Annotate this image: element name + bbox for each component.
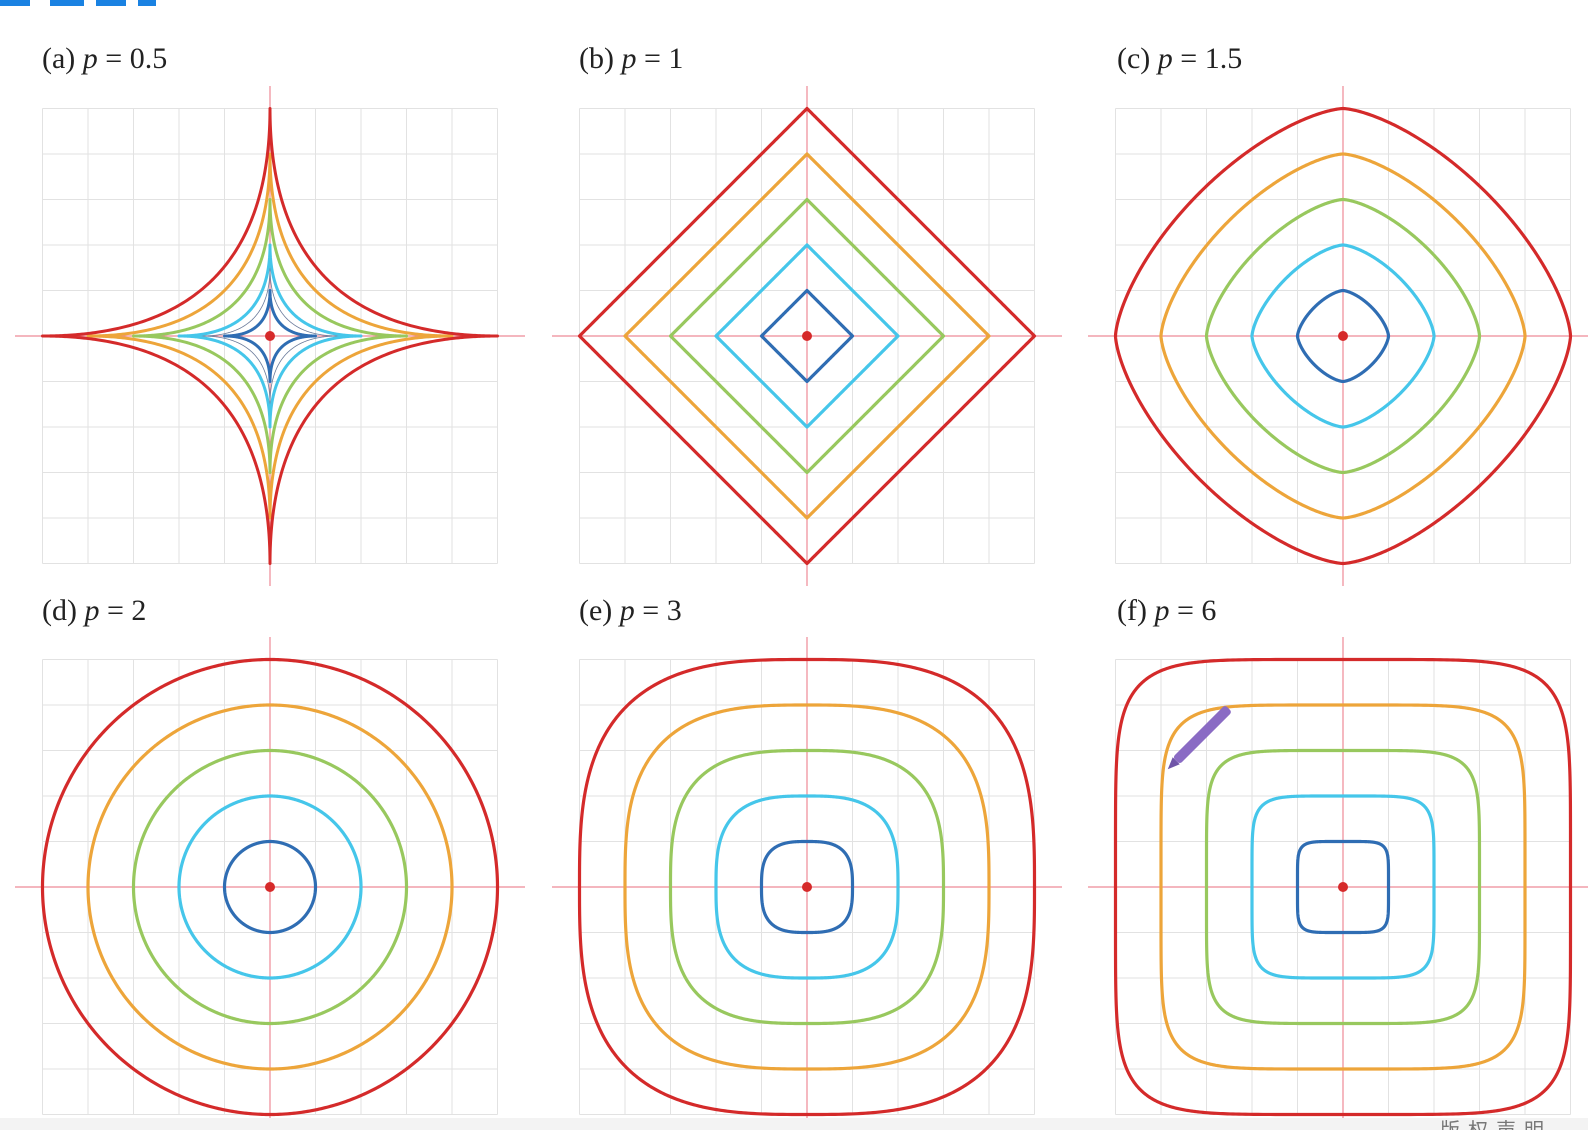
level-curve-2: [714, 243, 900, 429]
panel-label-prefix: (f): [1117, 594, 1155, 627]
panel-label-d: (d) p = 2: [42, 594, 146, 628]
level-curve-5: [1113, 106, 1573, 566]
level-curve-4: [623, 152, 991, 520]
level-curve-1: [759, 839, 855, 935]
watermark: 版权声明: [1440, 1118, 1552, 1130]
level-curve-5: [41, 107, 499, 565]
level-curve-1: [222, 839, 318, 935]
panel-label-value: = 2: [99, 594, 147, 627]
level-curve-4: [623, 703, 991, 1071]
level-curve-5: [40, 657, 500, 1117]
panel-label-prefix: (e): [579, 594, 620, 627]
level-curve-3: [131, 748, 409, 1026]
level-curve-4: [86, 152, 454, 520]
panel-label-variable: p: [82, 42, 98, 75]
level-curve-1: [1295, 839, 1391, 935]
panel-label-prefix: (a): [42, 42, 83, 75]
panel-label-b: (b) p = 1: [579, 42, 683, 76]
origin-dot: [1338, 882, 1348, 892]
panel-label-e: (e) p = 3: [579, 594, 682, 628]
level-curve-1: [223, 289, 317, 383]
level-curve-2: [177, 243, 363, 429]
panel-label-value: = 1.5: [1172, 42, 1243, 75]
panel-label-f: (f) p = 6: [1117, 594, 1216, 628]
origin-dot: [265, 882, 275, 892]
level-curve-5: [1113, 657, 1573, 1117]
top-fragment: [0, 0, 156, 6]
panel-label-variable: p: [1157, 42, 1173, 75]
pen-icon: [1167, 706, 1231, 770]
level-curve-4: [1159, 703, 1527, 1071]
level-curve-3: [668, 197, 946, 475]
panel-label-value: = 3: [634, 594, 682, 627]
bottom-bar: [0, 1118, 1588, 1130]
level-curve-3: [1204, 197, 1482, 475]
level-curve-4: [86, 703, 454, 1071]
origin-dot: [1338, 331, 1348, 341]
level-curve-4: [1159, 152, 1527, 520]
panel-label-variable: p: [619, 594, 635, 627]
level-curve-1: [759, 288, 855, 384]
origin-dot: [802, 882, 812, 892]
origin-dot: [265, 331, 275, 341]
panel-label-value: = 1: [636, 42, 684, 75]
panel-label-a: (a) p = 0.5: [42, 42, 167, 76]
panel-label-variable: p: [621, 42, 637, 75]
panel-label-prefix: (c): [1117, 42, 1158, 75]
level-curve-1: [1295, 288, 1391, 384]
level-curve-5: [577, 657, 1037, 1117]
level-curve-2: [1250, 243, 1436, 429]
panel-label-prefix: (b): [579, 42, 622, 75]
level-curve-3: [668, 748, 946, 1026]
panel-label-variable: p: [1154, 594, 1170, 627]
panel-label-value: = 6: [1169, 594, 1217, 627]
level-curve-2: [714, 794, 900, 980]
level-curve-faint: [201, 267, 339, 405]
level-curve-3: [132, 198, 408, 474]
panel-label-variable: p: [84, 594, 100, 627]
level-curve-2: [1250, 794, 1436, 980]
level-curve-2: [177, 794, 363, 980]
level-curve-3: [1204, 748, 1482, 1026]
level-curve-5: [577, 106, 1037, 566]
panel-label-prefix: (d): [42, 594, 85, 627]
origin-dot: [802, 331, 812, 341]
panel-label-value: = 0.5: [97, 42, 168, 75]
panel-label-c: (c) p = 1.5: [1117, 42, 1242, 76]
